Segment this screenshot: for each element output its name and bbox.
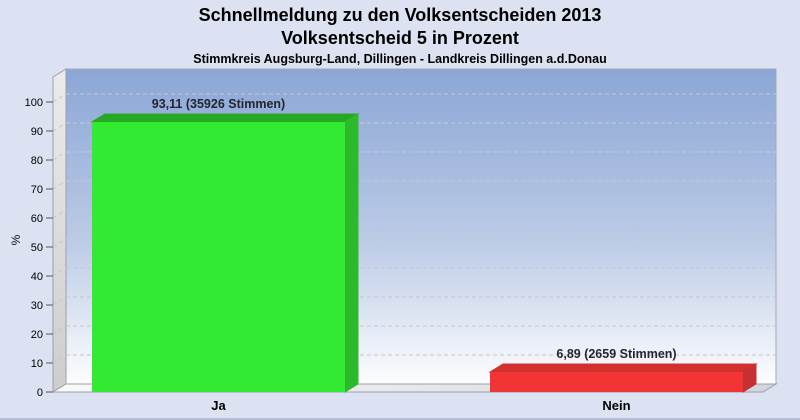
bar-side-face bbox=[344, 113, 359, 393]
bar-front-face bbox=[490, 372, 743, 392]
bar-top-face bbox=[90, 113, 360, 123]
gridline-wall-segment bbox=[52, 122, 67, 132]
bar-top-face bbox=[488, 363, 758, 373]
gridline-wall-segment bbox=[52, 267, 67, 277]
y-tick-label: 100 bbox=[25, 97, 43, 109]
gridline-wall-segment bbox=[52, 151, 67, 161]
gridline-wall-segment bbox=[52, 238, 67, 248]
category-label: Ja bbox=[211, 398, 226, 413]
bar-front-face bbox=[92, 121, 345, 392]
chart-subtitle: Volksentscheid 5 in Prozent bbox=[281, 28, 519, 48]
category-label: Nein bbox=[602, 398, 630, 413]
chart-region-line: Stimmkreis Augsburg-Land, Dillingen - La… bbox=[193, 52, 607, 66]
gridlines-group bbox=[52, 93, 776, 364]
y-tick-label: 0 bbox=[37, 387, 43, 399]
bar-value-label: 6,89 (2659 Stimmen) bbox=[556, 347, 676, 361]
gridline-wall-segment bbox=[52, 354, 67, 364]
y-axis-title: % bbox=[9, 234, 23, 245]
y-tick-label: 40 bbox=[31, 271, 43, 283]
y-tick-label: 60 bbox=[31, 213, 43, 225]
y-tick-label: 30 bbox=[31, 300, 43, 312]
y-tick-label: 50 bbox=[31, 242, 43, 254]
y-tick-label: 10 bbox=[31, 358, 43, 370]
gridline-wall-segment bbox=[52, 180, 67, 190]
gridline-wall-segment bbox=[52, 209, 67, 219]
y-tick-label: 20 bbox=[31, 329, 43, 341]
gridline-wall-segment bbox=[52, 325, 67, 335]
left-wall bbox=[52, 68, 67, 393]
y-tick-label: 90 bbox=[31, 126, 43, 138]
y-tick-label: 80 bbox=[31, 155, 43, 167]
gridline-wall-segment bbox=[52, 93, 67, 103]
y-axis-group: 0 10 20 30 40 50 60 70 80 90 100 bbox=[25, 97, 53, 399]
bar-value-label: 93,11 (35926 Stimmen) bbox=[152, 97, 285, 111]
gridline-wall-segment bbox=[52, 296, 67, 306]
bars-group: 93,11 (35926 Stimmen) Ja 6,89 (2659 Stimme… bbox=[90, 97, 758, 413]
chart-title: Schnellmeldung zu den Volksentscheiden 2… bbox=[198, 5, 602, 25]
y-tick-label: 70 bbox=[31, 184, 43, 196]
bar-chart-3d: 0 10 20 30 40 50 60 70 80 90 100 93,11 (35926 Stim… bbox=[9, 68, 778, 413]
